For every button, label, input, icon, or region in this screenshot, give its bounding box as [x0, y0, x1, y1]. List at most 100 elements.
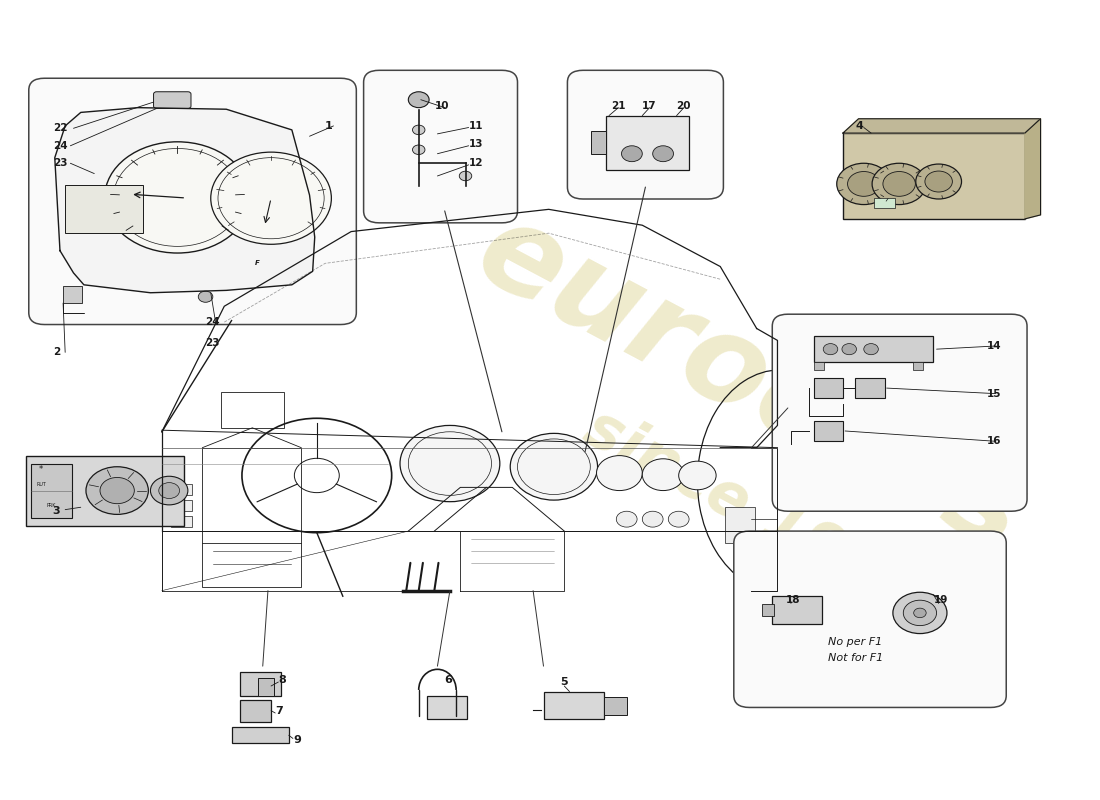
Bar: [606, 115, 689, 170]
FancyBboxPatch shape: [734, 531, 1006, 707]
Text: 2: 2: [53, 347, 59, 358]
Text: 12: 12: [469, 158, 483, 168]
Text: eurocars: eurocars: [459, 191, 1045, 577]
Polygon shape: [1025, 118, 1041, 219]
Text: since 1985: since 1985: [574, 398, 928, 624]
Circle shape: [883, 171, 915, 196]
Text: *: *: [40, 466, 43, 474]
Bar: [913, 362, 923, 370]
Text: PRK: PRK: [47, 503, 56, 508]
Circle shape: [872, 163, 926, 205]
Circle shape: [669, 511, 689, 527]
Circle shape: [642, 458, 684, 490]
Text: 23: 23: [53, 158, 67, 168]
Bar: [257, 678, 274, 695]
Circle shape: [848, 171, 880, 196]
Bar: [427, 695, 466, 719]
Circle shape: [596, 456, 642, 490]
Text: 24: 24: [53, 141, 67, 150]
Text: 1: 1: [326, 121, 333, 131]
Polygon shape: [55, 108, 315, 293]
Text: 16: 16: [987, 436, 1001, 446]
Text: 18: 18: [785, 595, 801, 605]
Bar: [726, 507, 755, 543]
Bar: [762, 604, 774, 616]
Circle shape: [510, 434, 597, 500]
Bar: [65, 186, 143, 233]
Circle shape: [104, 142, 251, 253]
Circle shape: [925, 171, 953, 192]
FancyBboxPatch shape: [364, 70, 517, 223]
Circle shape: [914, 608, 926, 618]
Text: 11: 11: [469, 121, 483, 131]
Text: 24: 24: [206, 317, 220, 327]
Text: 15: 15: [987, 389, 1001, 398]
Bar: [814, 362, 824, 370]
Text: F: F: [255, 260, 260, 266]
Text: 3: 3: [53, 506, 60, 516]
Bar: [25, 456, 184, 526]
Text: 21: 21: [612, 101, 626, 111]
Circle shape: [616, 511, 637, 527]
Bar: [231, 727, 288, 743]
Circle shape: [412, 145, 425, 154]
Circle shape: [642, 511, 663, 527]
FancyBboxPatch shape: [154, 92, 191, 109]
Circle shape: [864, 343, 878, 354]
FancyBboxPatch shape: [772, 314, 1027, 511]
Circle shape: [916, 164, 961, 199]
Bar: [772, 596, 822, 624]
Text: 14: 14: [987, 341, 1001, 351]
Text: 13: 13: [469, 139, 483, 149]
Circle shape: [679, 461, 716, 490]
Circle shape: [893, 592, 947, 634]
Text: 4: 4: [856, 121, 864, 131]
Polygon shape: [843, 118, 1041, 133]
Text: 22: 22: [53, 123, 67, 134]
Bar: [202, 543, 301, 586]
Text: 10: 10: [434, 101, 449, 111]
Circle shape: [151, 476, 188, 505]
Circle shape: [400, 426, 499, 502]
Bar: [592, 131, 606, 154]
Text: 23: 23: [206, 338, 220, 348]
Circle shape: [100, 478, 134, 504]
Bar: [814, 421, 843, 442]
FancyBboxPatch shape: [568, 70, 724, 199]
Bar: [604, 697, 627, 714]
Text: 20: 20: [676, 101, 691, 111]
Text: No per F1: No per F1: [828, 638, 882, 647]
Text: 19: 19: [934, 595, 948, 605]
Text: 9: 9: [293, 735, 300, 745]
Bar: [856, 378, 884, 398]
Bar: [172, 516, 192, 527]
Circle shape: [211, 152, 331, 244]
FancyBboxPatch shape: [29, 78, 356, 325]
Circle shape: [86, 466, 148, 514]
Text: 7: 7: [275, 706, 283, 717]
Circle shape: [652, 146, 673, 162]
Bar: [814, 378, 843, 398]
Text: 8: 8: [278, 674, 286, 685]
Bar: [221, 392, 284, 428]
Bar: [874, 198, 895, 208]
Bar: [843, 133, 1025, 219]
Circle shape: [408, 92, 429, 108]
Bar: [172, 484, 192, 495]
Text: 17: 17: [642, 101, 657, 111]
Bar: [240, 672, 282, 695]
Bar: [543, 691, 604, 719]
Circle shape: [198, 291, 212, 302]
Text: Not for F1: Not for F1: [828, 653, 883, 663]
Text: 6: 6: [444, 674, 452, 685]
Circle shape: [412, 125, 425, 134]
Bar: [63, 286, 81, 303]
Circle shape: [842, 343, 857, 354]
Text: 5: 5: [561, 677, 568, 687]
Bar: [172, 500, 192, 511]
Bar: [31, 463, 73, 518]
Circle shape: [837, 163, 891, 205]
Bar: [240, 699, 271, 722]
Circle shape: [621, 146, 642, 162]
Circle shape: [823, 343, 838, 354]
